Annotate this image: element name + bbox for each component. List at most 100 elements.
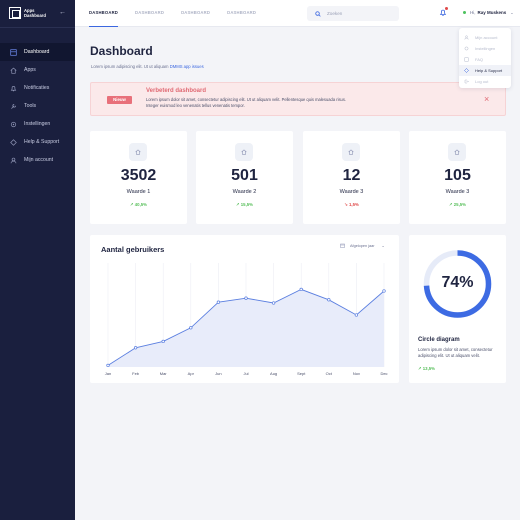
arrow-up-icon: ↗ <box>418 366 423 371</box>
chevron-down-icon: ⌄ <box>381 244 385 248</box>
user-icon <box>464 35 469 40</box>
data-point <box>106 363 110 368</box>
calendar-icon <box>340 243 345 248</box>
tab-dashboard-1[interactable]: DASHBOARD <box>89 0 119 27</box>
data-point <box>327 298 331 302</box>
data-point <box>382 289 386 293</box>
stat-value: 3502 <box>120 167 157 184</box>
sidebar-nav: Dashboard Apps Notificaties Tools Instel… <box>0 43 75 169</box>
tools-icon <box>10 103 17 110</box>
sidebar-item-notificaties[interactable]: Notificaties <box>0 79 75 97</box>
donut-percent: 74% <box>441 274 474 291</box>
home-icon <box>129 143 147 161</box>
user-menu[interactable]: Hi, Ray Muskens ⌄ <box>463 10 514 15</box>
arrow-up-icon: ↗ <box>236 202 241 207</box>
tab-dashboard-3[interactable]: DASHBOARD <box>181 10 211 15</box>
period-select[interactable]: Afgelopen jaar ⌄ <box>340 243 385 248</box>
sidebar-divider <box>0 27 75 28</box>
data-point <box>133 346 138 350</box>
sidebar-item-label: Help & Support <box>24 139 60 145</box>
subtitle-link[interactable]: DMMS app issues <box>169 64 204 69</box>
arrow-down-icon: ↘ <box>344 202 349 207</box>
sidebar-item-mijn-account[interactable]: Mijn account <box>0 151 75 169</box>
subtitle-text: Lorem ipsum adipiscing elit. Ut ut aliqu… <box>91 64 169 69</box>
stat-change: ↗ 15,5% <box>236 202 253 207</box>
sidebar: Apps Dashboard ← Dashboard Apps Notifica… <box>0 0 75 520</box>
tab-dashboard-4[interactable]: DASHBOARD <box>227 10 257 15</box>
sidebar-item-label: Tools <box>24 103 37 109</box>
sidebar-item-dashboard[interactable]: Dashboard <box>0 43 75 61</box>
help-icon <box>464 68 469 73</box>
logo-icon <box>9 7 21 19</box>
alert-banner: Nieuw Verbeterd dashboard Lorem ipsum do… <box>90 82 506 116</box>
stat-change: ↗ 25,5% <box>449 202 466 207</box>
brand-line-2: Dashboard <box>24 13 46 18</box>
stat-label: Waarde 3 <box>445 189 470 195</box>
data-point <box>161 339 165 344</box>
dropdown-item-label: Log out <box>475 79 489 84</box>
dropdown-item-label: Mijn account <box>475 35 498 40</box>
logout-icon <box>464 79 469 84</box>
sidebar-item-tools[interactable]: Tools <box>0 97 75 115</box>
page-subtitle: Lorem ipsum adipiscing elit. Ut ut aliqu… <box>91 64 204 69</box>
donut-progress <box>423 250 492 318</box>
stat-label: Waarde 1 <box>126 189 151 195</box>
area-fill <box>108 289 384 367</box>
stat-label: Waarde 3 <box>339 189 364 195</box>
dropdown-item-log-out[interactable]: Log out <box>459 76 511 87</box>
stat-value: 105 <box>444 167 471 184</box>
sidebar-item-help-support[interactable]: Help & Support <box>0 133 75 151</box>
home-icon <box>235 143 253 161</box>
x-tick-label: Jan <box>105 371 111 376</box>
close-icon[interactable]: × <box>484 94 490 104</box>
stat-card-4: 105 Waarde 3 ↗ 25,5% <box>409 131 506 224</box>
alert-text: Lorem ipsum dolor sit amet, consectetur … <box>146 97 347 108</box>
greeting: Hi, <box>470 10 476 15</box>
search-input[interactable] <box>327 11 387 16</box>
bell-icon <box>10 85 17 92</box>
stat-value: 12 <box>342 167 361 184</box>
search-box <box>307 6 399 21</box>
chevron-left-icon[interactable]: ← <box>59 9 66 16</box>
chart-title: Aantal gebruikers <box>101 245 165 254</box>
sidebar-item-instellingen[interactable]: Instellingen <box>0 115 75 133</box>
tab-dashboard-2[interactable]: DASHBOARD <box>135 10 165 15</box>
new-badge: Nieuw <box>107 96 132 104</box>
dropdown-item-help-support[interactable]: Help & Support <box>459 65 511 76</box>
stat-card-3: 12 Waarde 3 ↘ 1,5% <box>303 131 400 224</box>
x-tick-label: Sept <box>297 371 306 376</box>
x-tick-label: Oct <box>326 371 333 376</box>
sidebar-item-label: Mijn account <box>24 157 54 163</box>
sidebar-item-label: Notificaties <box>24 85 50 91</box>
user-dropdown: Mijn account Instellingen FAQ Help & Sup… <box>459 28 511 88</box>
dropdown-item-label: Instellingen <box>475 46 496 51</box>
sidebar-item-apps[interactable]: Apps <box>0 61 75 79</box>
x-tick-label: Dec <box>380 371 387 376</box>
stat-change: ↗ 40,5% <box>130 202 147 207</box>
user-icon <box>10 157 17 164</box>
circle-title: Circle diagram <box>418 337 460 343</box>
dropdown-item-instellingen[interactable]: Instellingen <box>459 43 511 54</box>
notification-dot <box>445 7 448 10</box>
user-name: Ray Muskens <box>477 10 507 15</box>
circle-change: ↗ 13,5% <box>418 366 435 371</box>
circle-card: 74% Circle diagram Lorem ipsum dolor sit… <box>409 235 506 383</box>
home-icon <box>448 143 466 161</box>
dropdown-item-faq[interactable]: FAQ <box>459 54 511 65</box>
alert-title: Verbeterd dashboard <box>146 88 207 94</box>
notification-bell-icon[interactable] <box>439 8 447 17</box>
x-tick-label: Jul <box>243 371 248 376</box>
data-point <box>354 313 359 317</box>
search-icon[interactable] <box>315 10 321 17</box>
period-label: Afgelopen jaar <box>350 243 375 248</box>
dropdown-item-mijn-account[interactable]: Mijn account <box>459 32 511 43</box>
brand-line-1: Apps <box>24 8 35 13</box>
help-icon <box>10 138 17 146</box>
users-area-chart: Jan Feb Mar Apr Jun Jul Aug Sept Oct Nov Dec <box>105 263 388 376</box>
sidebar-item-label: Dashboard <box>24 49 50 55</box>
x-tick-label: Aug <box>270 371 277 376</box>
arrow-up-icon: ↗ <box>130 202 135 207</box>
donut-chart <box>423 250 492 318</box>
data-point <box>299 287 303 292</box>
brand-logo[interactable]: Apps Dashboard <box>9 7 46 19</box>
